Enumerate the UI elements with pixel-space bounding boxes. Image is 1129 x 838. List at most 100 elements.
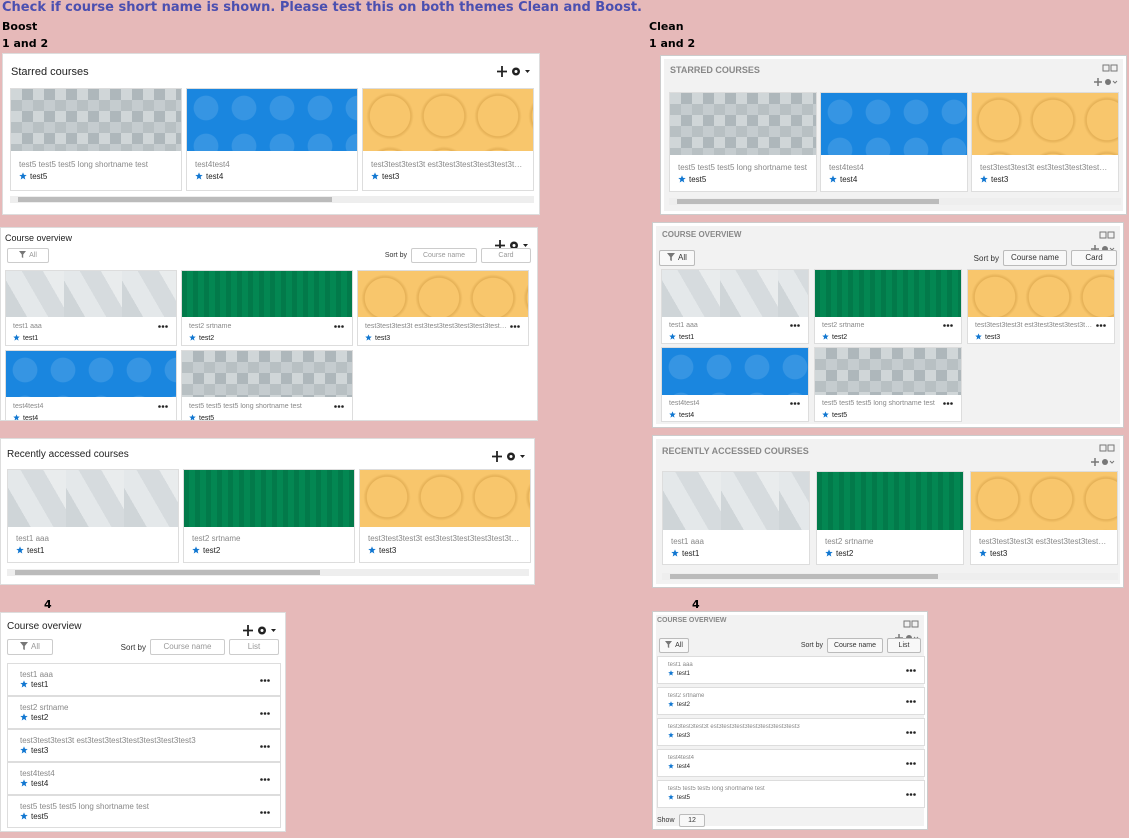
shortname-text: test3 bbox=[991, 175, 1009, 184]
course-name: test3test3test3t est3test3test3test3test… bbox=[668, 724, 800, 730]
course-card[interactable]: test2 srtname test2 bbox=[183, 469, 355, 563]
course-image bbox=[182, 271, 352, 317]
view-button[interactable]: List bbox=[887, 638, 921, 653]
course-name: test4test4 bbox=[829, 163, 864, 172]
course-row[interactable]: test3test3test3t est3test3test3test3test… bbox=[657, 718, 925, 746]
course-card[interactable]: test4test4 test4 bbox=[186, 88, 358, 191]
course-row[interactable]: test5 test5 test5 long shortname test tes… bbox=[7, 795, 281, 828]
course-card[interactable]: test5 test5 test5 long shortname test tes… bbox=[814, 347, 962, 422]
course-card[interactable]: test5 test5 test5 long shortname test tes… bbox=[669, 92, 817, 192]
course-card[interactable]: test3test3test3t est3test3test3test3test… bbox=[971, 92, 1119, 192]
shortname-text: test5 bbox=[677, 795, 691, 801]
show-button[interactable]: 12 bbox=[679, 814, 705, 827]
shortname-text: test5 bbox=[199, 415, 215, 421]
course-card[interactable]: test2 srtname test2 bbox=[814, 269, 962, 344]
course-name: test1 aaa bbox=[671, 537, 704, 546]
block-actions bbox=[243, 625, 276, 636]
view-button[interactable]: Card bbox=[1071, 250, 1117, 266]
course-menu bbox=[790, 324, 800, 327]
course-name: test2 srtname bbox=[192, 534, 241, 543]
course-card[interactable]: test4test4 test4 bbox=[661, 347, 809, 422]
course-row[interactable]: test4test4 test4 bbox=[657, 749, 925, 777]
star-icon bbox=[825, 549, 833, 557]
course-name: test1 aaa bbox=[669, 322, 698, 329]
sort-button[interactable]: Course name bbox=[411, 248, 477, 263]
star-icon bbox=[189, 414, 196, 420]
course-menu bbox=[906, 793, 916, 796]
course-name: test2 srtname bbox=[825, 537, 874, 546]
course-card[interactable]: test5 test5 test5 long shortname test tes… bbox=[181, 350, 353, 421]
course-card[interactable]: test1 aaa test1 bbox=[7, 469, 179, 563]
star-icon bbox=[669, 333, 676, 340]
course-card[interactable]: test3test3test3t est3test3test3test3test… bbox=[967, 269, 1115, 344]
star-icon bbox=[975, 333, 982, 340]
course-menu bbox=[260, 810, 270, 814]
course-image bbox=[662, 270, 808, 317]
star-icon bbox=[16, 546, 24, 554]
course-menu bbox=[790, 402, 800, 405]
course-row[interactable]: test2 srtname test2 bbox=[657, 687, 925, 715]
course-menu bbox=[260, 744, 270, 748]
course-image bbox=[663, 472, 809, 530]
block-actions bbox=[1094, 78, 1118, 86]
view-button[interactable]: Card bbox=[481, 248, 531, 263]
course-card[interactable]: test3test3test3t est3test3test3test3test… bbox=[359, 469, 531, 563]
course-shortname: test3 bbox=[20, 746, 48, 755]
course-row[interactable]: test5 test5 test5 long shortname test tes… bbox=[657, 780, 925, 808]
course-shortname: test4 bbox=[668, 763, 690, 770]
star-icon bbox=[189, 334, 196, 341]
star-icon bbox=[669, 411, 676, 418]
block-actions bbox=[1091, 458, 1115, 466]
star-icon bbox=[368, 546, 376, 554]
course-shortname: test1 bbox=[668, 670, 690, 677]
course-shortname: test3 bbox=[371, 172, 399, 181]
course-card[interactable]: test2 srtname test2 bbox=[181, 270, 353, 346]
course-card[interactable]: test1 aaa test1 bbox=[662, 471, 810, 565]
course-shortname: test3 bbox=[979, 549, 1007, 558]
view-button[interactable]: List bbox=[229, 639, 279, 655]
block: COURSE OVERVIEW All Card Course name Sort by… bbox=[652, 222, 1124, 428]
block: COURSE OVERVIEW All List Course name Sort by… bbox=[652, 611, 928, 830]
shortname-text: test4 bbox=[206, 172, 224, 181]
course-card[interactable]: test1 aaa test1 bbox=[5, 270, 177, 346]
shortname-text: test5 bbox=[31, 812, 49, 821]
course-name: test1 aaa bbox=[20, 670, 53, 679]
filter-button[interactable]: All bbox=[659, 638, 689, 653]
course-shortname: test1 bbox=[13, 334, 38, 342]
course-card[interactable]: test2 srtname test2 bbox=[816, 471, 964, 565]
course-card[interactable]: test1 aaa test1 bbox=[661, 269, 809, 344]
star-icon bbox=[19, 172, 27, 180]
block-controls bbox=[903, 620, 919, 628]
block: STARRED COURSES test5 test5 test5 long sh… bbox=[660, 55, 1127, 215]
course-row[interactable]: test3test3test3t est3test3test3test3test… bbox=[7, 729, 281, 762]
course-card[interactable]: test3test3test3t est3test3test3test3test… bbox=[357, 270, 529, 346]
sort-button[interactable]: Course name bbox=[827, 638, 883, 653]
course-card[interactable]: test3test3test3t est3test3test3test3test… bbox=[970, 471, 1118, 565]
course-card[interactable]: test4test4 test4 bbox=[5, 350, 177, 420]
course-row[interactable]: test1 aaa test1 bbox=[657, 656, 925, 684]
filter-button[interactable]: All bbox=[659, 250, 695, 266]
course-row[interactable]: test4test4 test4 bbox=[7, 762, 281, 795]
course-card[interactable]: test5 test5 test5 long shortname test tes… bbox=[10, 88, 182, 191]
course-card[interactable]: test4test4 test4 bbox=[820, 92, 968, 192]
course-image bbox=[184, 470, 354, 527]
sort-label: Sort by bbox=[800, 642, 823, 649]
star-icon bbox=[668, 670, 674, 676]
course-card[interactable]: test3test3test3t est3test3test3test3test… bbox=[362, 88, 534, 191]
sort-button[interactable]: Course name bbox=[1003, 250, 1067, 266]
filter-button[interactable]: All bbox=[7, 248, 49, 263]
shortname-text: test1 bbox=[31, 680, 49, 689]
sort-button[interactable]: Course name bbox=[150, 639, 225, 655]
course-shortname: test2 bbox=[20, 713, 48, 722]
course-row[interactable]: test2 srtname test2 bbox=[7, 696, 281, 729]
block-controls bbox=[1099, 231, 1115, 239]
course-shortname: test5 bbox=[668, 794, 690, 801]
course-shortname: test3 bbox=[980, 175, 1008, 184]
step-label: 4 bbox=[44, 598, 52, 611]
course-name: test3test3test3t est3test3test3test3test… bbox=[980, 163, 1110, 172]
filter-button[interactable]: All bbox=[7, 639, 53, 655]
scrollbar bbox=[662, 573, 1118, 580]
star-icon bbox=[980, 175, 988, 183]
course-row[interactable]: test1 aaa test1 bbox=[7, 663, 281, 696]
